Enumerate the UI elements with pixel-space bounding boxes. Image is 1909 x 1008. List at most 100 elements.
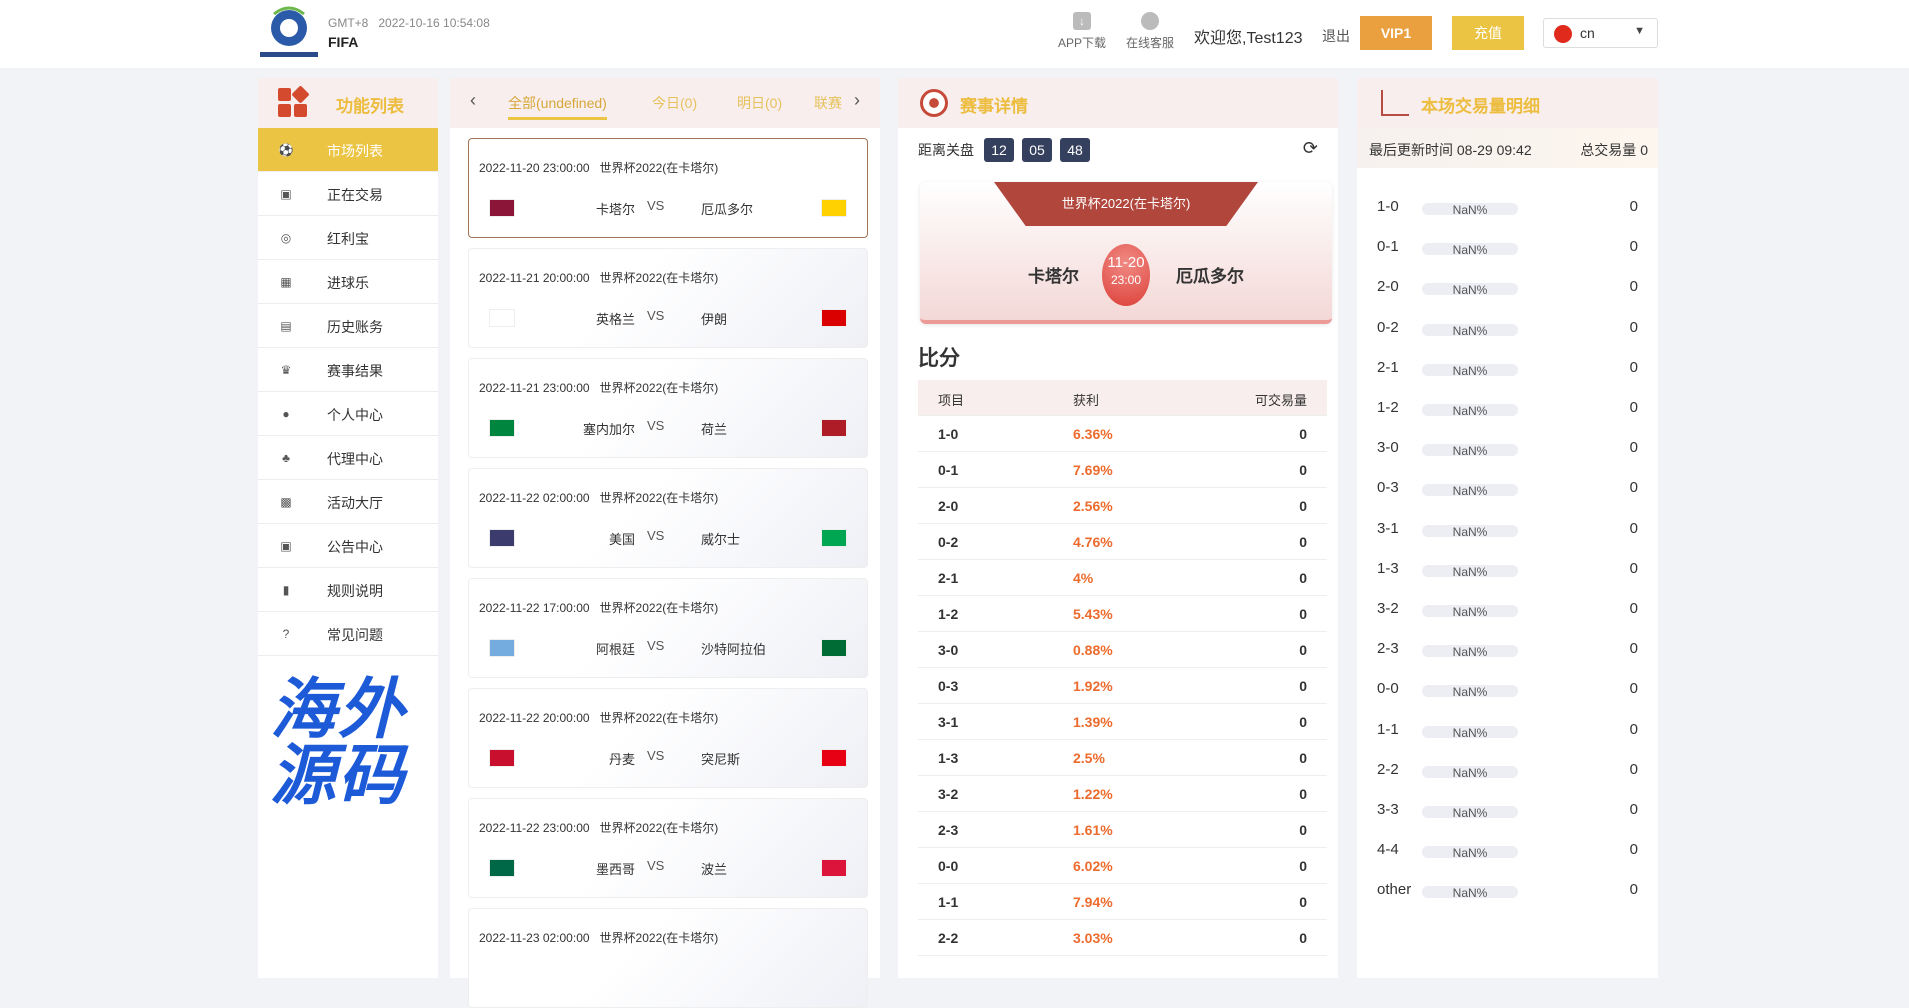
volume-value: 0 bbox=[1629, 881, 1638, 899]
home-team: 塞内加尔 bbox=[582, 422, 635, 437]
score-row[interactable]: 3-2 1.22% 0 bbox=[918, 776, 1327, 812]
detail-title: 赛事详情 bbox=[960, 97, 1028, 116]
score-row[interactable]: 0-3 1.92% 0 bbox=[918, 668, 1327, 704]
score-item: 3-1 bbox=[938, 714, 959, 730]
sidebar-item[interactable]: ▮ 规则说明 bbox=[258, 568, 438, 612]
match-date: 2022-11-20 23:00:00 bbox=[479, 161, 590, 175]
volume-bar: NaN% bbox=[1422, 765, 1518, 780]
vs-label: VS bbox=[647, 748, 665, 763]
countdown-seconds: 48 bbox=[1060, 138, 1090, 162]
home-flag-icon bbox=[489, 749, 515, 767]
match-card[interactable]: 2022-11-22 20:00:00 世界杯2022(在卡塔尔) 丹麦 VS 突尼斯 bbox=[468, 688, 868, 788]
volume-bar: NaN% bbox=[1422, 484, 1518, 498]
score-row[interactable]: 1-3 2.5% 0 bbox=[918, 740, 1327, 776]
sidebar-item[interactable]: ▣ 公告中心 bbox=[258, 524, 438, 568]
volume-bar: NaN% bbox=[1422, 363, 1518, 378]
away-flag-icon bbox=[821, 639, 847, 657]
volume-header: 本场交易量明细 bbox=[1357, 78, 1658, 128]
sidebar-item[interactable]: ♛ 赛事结果 bbox=[258, 348, 438, 392]
score-item: 1-0 bbox=[938, 426, 959, 442]
home-flag-icon bbox=[489, 309, 515, 327]
question-icon: ? bbox=[282, 627, 290, 641]
language-select[interactable]: cn ▼ bbox=[1543, 18, 1658, 48]
match-card[interactable]: 2022-11-21 20:00:00 世界杯2022(在卡塔尔) 英格兰 VS 伊朗 bbox=[468, 248, 868, 348]
update-bar: 最后更新时间 08-29 09:42 总交易量 0 bbox=[1357, 128, 1658, 168]
sidebar-item[interactable]: ▣ 正在交易 bbox=[258, 172, 438, 216]
sidebar-item[interactable]: ? 常见问题 bbox=[258, 612, 438, 656]
score-row[interactable]: 1-0 6.36% 0 bbox=[918, 416, 1327, 452]
vip-button[interactable]: VIP1 bbox=[1360, 16, 1432, 50]
score-volume: 0 bbox=[1299, 678, 1307, 694]
volume-row: 2-3 NaN% 0 bbox=[1357, 640, 1658, 680]
score-row[interactable]: 0-1 7.69% 0 bbox=[918, 452, 1327, 488]
app-download-button[interactable]: ↓ APP下载 bbox=[1058, 12, 1106, 51]
score-row[interactable]: 1-2 5.43% 0 bbox=[918, 596, 1327, 632]
sidebar-item[interactable]: ▦ 进球乐 bbox=[258, 260, 438, 304]
volume-value: 0 bbox=[1629, 640, 1638, 658]
score-row[interactable]: 3-0 0.88% 0 bbox=[918, 632, 1327, 668]
away-flag-icon bbox=[821, 859, 847, 877]
score-row[interactable]: 2-1 4% 0 bbox=[918, 560, 1327, 596]
sidebar-item[interactable]: ● 个人中心 bbox=[258, 392, 438, 436]
score-profit: 7.94% bbox=[1073, 894, 1113, 910]
volume-bar: NaN% bbox=[1422, 524, 1518, 539]
chevron-right-icon[interactable]: › bbox=[854, 90, 860, 110]
gift-icon: ▩ bbox=[280, 495, 292, 509]
banner-away-team: 厄瓜多尔 bbox=[1176, 267, 1244, 286]
score-item: 1-3 bbox=[938, 750, 959, 766]
score-row[interactable]: 0-0 6.02% 0 bbox=[918, 848, 1327, 884]
chevron-left-icon[interactable]: ‹ bbox=[470, 90, 476, 110]
match-card[interactable]: 2022-11-22 17:00:00 世界杯2022(在卡塔尔) 阿根廷 VS 沙特阿… bbox=[468, 578, 868, 678]
score-row[interactable]: 2-0 2.56% 0 bbox=[918, 488, 1327, 524]
match-card[interactable]: 2022-11-22 02:00:00 世界杯2022(在卡塔尔) 美国 VS 威尔士 bbox=[468, 468, 868, 568]
sidebar-item[interactable]: ♣ 代理中心 bbox=[258, 436, 438, 480]
tab-league[interactable]: 联赛 bbox=[814, 95, 842, 111]
col-volume: 可交易量 bbox=[1254, 393, 1307, 408]
sidebar-item[interactable]: ◎ 红利宝 bbox=[258, 216, 438, 260]
volume-bar: NaN% bbox=[1422, 323, 1518, 338]
score-volume: 0 bbox=[1299, 750, 1307, 766]
score-volume: 0 bbox=[1299, 462, 1307, 478]
volume-value: 0 bbox=[1629, 559, 1638, 577]
logout-link[interactable]: 退出 bbox=[1322, 28, 1350, 44]
sidebar-item[interactable]: ▤ 历史账务 bbox=[258, 304, 438, 348]
sidebar-item[interactable]: ⚽ 市场列表 bbox=[258, 128, 438, 172]
score-row[interactable]: 0-2 4.76% 0 bbox=[918, 524, 1327, 560]
tab-tomorrow[interactable]: 明日(0) bbox=[737, 95, 783, 111]
volume-item: 0-1 bbox=[1377, 238, 1399, 256]
tab-all[interactable]: 全部(undefined) bbox=[508, 93, 607, 120]
volume-item: 2-0 bbox=[1377, 278, 1399, 296]
recharge-button[interactable]: 充值 bbox=[1452, 16, 1524, 50]
volume-item: 3-3 bbox=[1377, 801, 1399, 818]
away-team: 伊朗 bbox=[701, 312, 728, 327]
match-date: 2022-11-22 02:00:00 bbox=[479, 491, 590, 505]
score-row[interactable]: 2-3 1.61% 0 bbox=[918, 812, 1327, 848]
volume-item: 2-1 bbox=[1377, 358, 1399, 376]
match-date: 2022-11-21 20:00:00 bbox=[479, 271, 590, 285]
match-card[interactable]: 2022-11-21 23:00:00 世界杯2022(在卡塔尔) 塞内加尔 VS 荷兰 bbox=[468, 358, 868, 458]
refresh-icon[interactable]: ⟳ bbox=[1302, 138, 1318, 158]
volume-row: 2-1 NaN% 0 bbox=[1357, 359, 1658, 399]
score-row[interactable]: 3-1 1.39% 0 bbox=[918, 704, 1327, 740]
match-league: 世界杯2022(在卡塔尔) bbox=[599, 161, 719, 175]
match-datetime: 2022-11-21 23:00:00 世界杯2022(在卡塔尔) bbox=[479, 379, 728, 396]
goal-icon: ▦ bbox=[280, 275, 292, 289]
volume-value: 0 bbox=[1629, 680, 1638, 698]
tab-today[interactable]: 今日(0) bbox=[652, 95, 698, 111]
score-volume: 0 bbox=[1299, 534, 1307, 550]
col-profit: 获利 bbox=[1073, 393, 1100, 408]
fifa-football-logo[interactable] bbox=[258, 4, 320, 62]
volume-value: 0 bbox=[1629, 318, 1638, 336]
match-card[interactable]: 2022-11-22 23:00:00 世界杯2022(在卡塔尔) 墨西哥 VS 波兰 bbox=[468, 798, 868, 898]
score-row[interactable]: 2-2 3.03% 0 bbox=[918, 920, 1327, 956]
match-datetime: 2022-11-21 20:00:00 世界杯2022(在卡塔尔) bbox=[479, 269, 728, 286]
score-row[interactable]: 1-1 7.94% 0 bbox=[918, 884, 1327, 920]
match-card[interactable]: 2022-11-20 23:00:00 世界杯2022(在卡塔尔) 卡塔尔 VS 厄瓜多… bbox=[468, 138, 868, 238]
language-value: cn bbox=[1580, 25, 1595, 41]
support-button[interactable]: 在线客服 bbox=[1126, 12, 1174, 51]
score-profit: 6.02% bbox=[1073, 858, 1113, 874]
match-card[interactable]: 2022-11-23 02:00:00 世界杯2022(在卡塔尔) bbox=[468, 908, 868, 1008]
match-datetime: 2022-11-20 23:00:00 世界杯2022(在卡塔尔) bbox=[479, 159, 728, 176]
sidebar-item[interactable]: ▩ 活动大厅 bbox=[258, 480, 438, 524]
away-team: 沙特阿拉伯 bbox=[701, 642, 767, 657]
